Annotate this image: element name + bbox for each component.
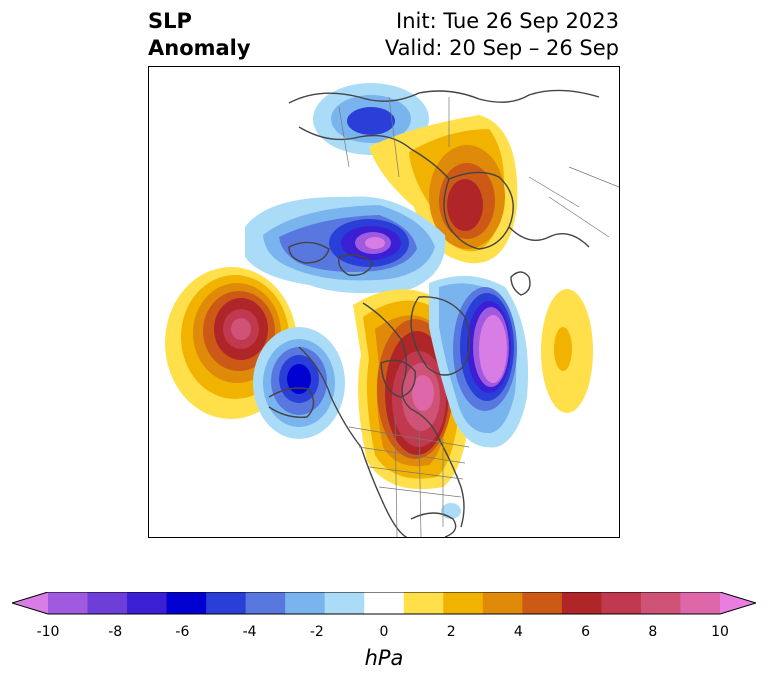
colorbar — [12, 592, 756, 615]
colorbar-segment — [364, 592, 405, 614]
colorbar-ticks: -10 -8 -6 -4 -2 0 2 4 6 8 10 — [0, 624, 768, 644]
colorbar-segment — [206, 592, 247, 614]
colorbar-tick-label: 10 — [711, 624, 729, 640]
colorbar-tick-label: 6 — [581, 624, 591, 640]
colorbar-segment — [403, 592, 444, 614]
colorbar-segment — [48, 592, 89, 614]
colorbar-tick-label: -4 — [242, 624, 257, 640]
small-negative-patch — [441, 503, 461, 519]
east-atlantic-high — [541, 289, 593, 413]
colorbar-unit-label: hPa — [364, 646, 404, 670]
valid-period: Valid: 20 Sep – 26 Sep — [384, 36, 619, 60]
gulf-of-alaska-low — [253, 327, 345, 439]
colorbar-tick-label: 0 — [379, 624, 389, 640]
map-time-info: Init: Tue 26 Sep 2023 Valid: 20 Sep – 26… — [385, 8, 619, 62]
siberia-low — [313, 83, 429, 155]
title-line-1: SLP — [148, 9, 192, 33]
colorbar-tick-label: -8 — [108, 624, 123, 640]
colorbar-segment — [640, 592, 681, 614]
map-title: SLP Anomaly — [148, 8, 251, 62]
colorbar-tick-label: 4 — [513, 624, 523, 640]
colorbar-segment — [245, 592, 286, 614]
colorbar-segment — [482, 592, 523, 614]
colorbar-segment — [324, 592, 365, 614]
map-canvas — [165, 83, 619, 537]
north-atlantic-low — [429, 275, 529, 448]
colorbar-segment — [285, 592, 326, 614]
colorbar-segment — [87, 592, 128, 614]
colorbar-tick-label: 8 — [648, 624, 658, 640]
colorbar-extend-max — [720, 592, 756, 614]
borders — [338, 96, 619, 537]
init-time: Init: Tue 26 Sep 2023 — [396, 9, 619, 33]
colorbar-tick-label: -2 — [309, 624, 324, 640]
colorbar-tick-label: -10 — [36, 624, 60, 640]
colorbar-segment — [601, 592, 642, 614]
colorbar-segment — [680, 592, 721, 614]
colorbar-extend-min — [12, 592, 48, 614]
colorbar-segment — [127, 592, 168, 614]
title-line-2: Anomaly — [148, 36, 251, 60]
north-pacific-high — [165, 267, 297, 419]
scandinavia-high — [369, 115, 518, 264]
colorbar-segment — [561, 592, 602, 614]
anomaly-map — [148, 66, 620, 538]
colorbar-segment — [443, 592, 484, 614]
arctic-low — [245, 196, 446, 294]
colorbar-segment — [166, 592, 207, 614]
colorbar-segment — [522, 592, 563, 614]
colorbar-tick-label: 2 — [446, 624, 456, 640]
colorbar-tick-label: -6 — [175, 624, 190, 640]
